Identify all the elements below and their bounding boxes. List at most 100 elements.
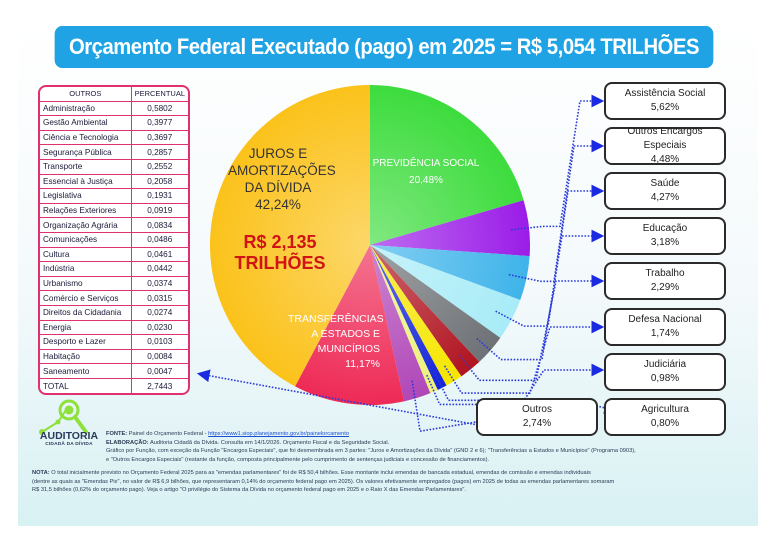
- elaboracao-text: Auditoria Cidadã da Dívida. Consulta em …: [149, 439, 390, 446]
- header-percentual: PERCENTUAL: [130, 87, 188, 102]
- others-table-row: Gestão Ambiental 0,3977: [40, 116, 188, 131]
- callout-trabalho: Trabalho 2,29%: [604, 262, 726, 300]
- callout-name: Saúde: [650, 178, 680, 189]
- callout-value: 2,29%: [650, 282, 680, 293]
- function-name: Habitação: [40, 350, 131, 365]
- fonte-text: Painel do Orçamento Federal -: [128, 431, 207, 437]
- leader-line-arrow: [411, 380, 492, 433]
- others-table-row: Comunicações 0,0486: [40, 232, 188, 248]
- juros-amount-unit: TRILHÕES: [234, 253, 326, 273]
- callout-judiciaria: Judiciária 0,98%: [604, 353, 726, 391]
- others-table-header: OUTROS PERCENTUAL: [40, 87, 188, 102]
- function-percent: 0,5802: [130, 101, 188, 117]
- callout-name: Judiciária: [643, 359, 687, 370]
- function-name: Segurança Pública: [40, 145, 131, 160]
- callout-name: Trabalho: [645, 268, 685, 279]
- callout-assistencia-social: Assistência Social 5,62%: [604, 82, 726, 120]
- total-value: 2,7443: [130, 378, 188, 394]
- callout-value: 3,18%: [650, 237, 680, 248]
- callout-name: Defesa Nacional: [628, 314, 702, 325]
- footer-fonte: FONTE: Painel do Orçamento Federal - htt…: [106, 430, 349, 439]
- callout-value: 4,27%: [650, 192, 680, 203]
- others-table-row: Urbanismo 0,0374: [40, 276, 188, 292]
- footer-line-4: e "Outros Encargos Especiais" (restante …: [106, 456, 490, 463]
- callout-value: 5,62%: [650, 102, 680, 113]
- function-percent: 0,0486: [130, 232, 188, 248]
- nota-text-1: O total inicialmente previsto no Orçamen…: [51, 470, 591, 476]
- total-label: TOTAL: [43, 381, 69, 391]
- function-percent: 0,3977: [130, 116, 188, 131]
- others-table-row: Indústria 0,0442: [40, 262, 188, 277]
- function-percent: 0,0374: [130, 276, 188, 292]
- juros-amount-label: R$ 2,135 TRILHÕES: [230, 232, 330, 274]
- others-table-row: Essencial à Justiça 0,2058: [40, 174, 188, 190]
- transferencias-line-2: A ESTADOS E: [311, 328, 380, 340]
- juros-label: JUROS E AMORTIZAÇÕES DA DÍVIDA 42,24%: [228, 145, 336, 213]
- logo-name: AUDITORIA: [39, 430, 99, 442]
- function-percent: 0,2552: [130, 159, 188, 175]
- function-name: Comércio e Serviços: [40, 291, 131, 306]
- pie-highlight: [210, 85, 530, 405]
- transferencias-percent: 11,17%: [345, 358, 380, 370]
- function-percent: 0,2857: [130, 145, 188, 160]
- function-percent: 0,0103: [130, 335, 188, 350]
- function-name: Urbanismo: [40, 277, 131, 292]
- juros-percent: 42,24%: [255, 197, 301, 212]
- function-name: Desporto e Lazer: [40, 335, 131, 350]
- others-table-row: Direitos da Cidadania 0,0274: [40, 305, 188, 321]
- function-percent: 0,1931: [130, 189, 188, 204]
- function-percent: 0,0230: [130, 320, 188, 336]
- others-table-row: Saneamento 0,0047: [40, 364, 188, 379]
- logo-subtitle: CIDADÃ DA DÍVIDA: [45, 442, 93, 447]
- footer-nota-2: (dentre as quais as "Emendas Pix", no va…: [32, 478, 615, 485]
- function-name: Relações Exteriores: [40, 204, 131, 219]
- function-name: Cultura: [40, 248, 131, 263]
- callout-value: 0,98%: [650, 373, 680, 384]
- previdencia-percent: 20,48%: [409, 175, 443, 186]
- function-percent: 0,0315: [130, 291, 188, 306]
- function-name: Essencial à Justiça: [40, 175, 131, 190]
- leader-line-arrow: [476, 229, 605, 361]
- nota-label: NOTA:: [32, 470, 50, 476]
- footer-line-3: Gráfico por Função, com exceção da Funçã…: [106, 448, 636, 455]
- others-table-row: Administração 0,5802: [40, 101, 188, 117]
- leader-line-arrow: [511, 94, 605, 231]
- function-percent: 0,3697: [130, 130, 188, 146]
- page-title: Orçamento Federal Executado (pago) em 20…: [54, 26, 714, 68]
- callout-name: Outros: [521, 404, 552, 415]
- others-table-row: Organização Agrária 0,0834: [40, 218, 188, 233]
- others-table-row: Ciência e Tecnologia 0,3697: [40, 130, 188, 146]
- others-table-total-row: TOTAL 2,7443: [40, 378, 188, 394]
- footer-nota-3: R$ 31,5 bilhões (0,62% do orçamento pago…: [32, 487, 467, 494]
- function-name: Gestão Ambiental: [40, 116, 131, 131]
- function-name: Energia: [40, 321, 131, 336]
- callout-defesa-nacional: Defesa Nacional 1,74%: [604, 308, 726, 346]
- function-name: Transporte: [40, 160, 131, 175]
- function-percent: 0,0919: [130, 203, 188, 219]
- previdencia-name: PREVIDÊNCIA SOCIAL: [372, 158, 480, 169]
- leader-line-arrow: [443, 320, 605, 394]
- function-name: Organização Agrária: [40, 218, 131, 233]
- fonte-link[interactable]: https://www1.siop.planejamento.gov.br/pa…: [208, 431, 350, 437]
- callout-outros-encargos: Outros Encargos Especiais 4,48%: [604, 126, 726, 165]
- others-table-row: Segurança Pública 0,2857: [40, 145, 188, 160]
- others-table-row: Relações Exteriores 0,0919: [40, 203, 188, 219]
- footer-elaboracao: ELABORAÇÃO: Auditoria Cidadã da Dívida. …: [106, 439, 389, 448]
- transferencias-line-3: MUNICÍPIOS: [317, 343, 380, 355]
- fonte-label: FONTE:: [106, 431, 128, 437]
- transferencias-line-1: TRANSFERÊNCIAS: [288, 313, 384, 325]
- header-outros: OUTROS: [40, 87, 131, 102]
- others-table-row: Energia 0,0230: [40, 320, 188, 336]
- others-table-row: Transporte 0,2552: [40, 159, 188, 175]
- leader-line-arrow: [458, 274, 605, 382]
- function-name: Administração: [40, 102, 131, 117]
- juros-line-1: JUROS E: [248, 146, 308, 161]
- others-table-row: Comércio e Serviços 0,0315: [40, 291, 188, 306]
- callout-name: Agricultura: [641, 404, 689, 415]
- outros-to-total-arrow: [196, 369, 479, 426]
- logo-text: AUDITORIA CIDADÃ DA DÍVIDA: [34, 430, 104, 447]
- juros-amount-value: R$ 2,135: [243, 232, 317, 252]
- callout-agricultura: Agricultura 0,80%: [604, 398, 726, 436]
- function-percent: 0,0461: [130, 247, 188, 263]
